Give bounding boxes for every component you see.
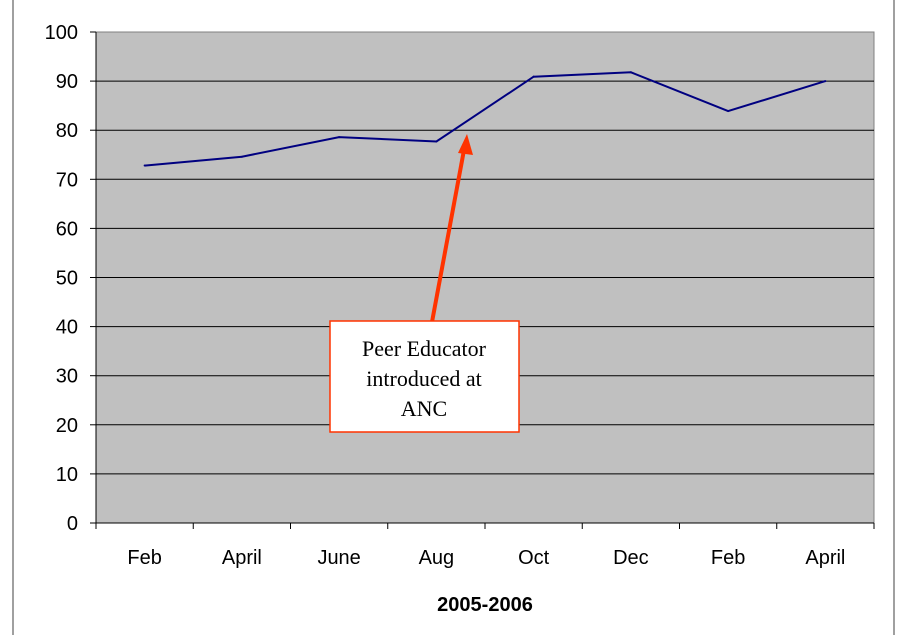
annotation-box-border bbox=[329, 320, 520, 433]
data-point bbox=[532, 75, 535, 78]
y-axis: 0 10 20 30 40 50 60 70 80 90 100 bbox=[45, 22, 97, 535]
annotation-arrow-head bbox=[458, 134, 473, 155]
y-tick-label: 80 bbox=[56, 120, 78, 142]
x-tick-label: Feb bbox=[127, 547, 161, 569]
x-tick-label: Oct bbox=[518, 547, 550, 569]
x-tick-label: Feb bbox=[711, 547, 745, 569]
y-tick-label: 10 bbox=[56, 464, 78, 486]
x-axis: Feb April June Aug Oct Dec Feb April bbox=[95, 522, 875, 569]
x-tick-label: April bbox=[805, 547, 845, 569]
data-point bbox=[824, 80, 827, 83]
y-tick-label: 60 bbox=[56, 218, 78, 240]
annotation-line-2: introduced at bbox=[366, 366, 481, 391]
annotation-line-1: Peer Educator bbox=[362, 336, 487, 361]
data-point bbox=[727, 110, 730, 113]
x-tick-label: Dec bbox=[613, 547, 649, 569]
data-point bbox=[338, 136, 341, 139]
y-tick-label: 100 bbox=[45, 22, 78, 44]
y-tick-label: 30 bbox=[56, 366, 78, 388]
data-point bbox=[629, 71, 632, 74]
x-axis-title: 2005-2006 bbox=[437, 594, 533, 616]
y-tick-label: 40 bbox=[56, 317, 78, 339]
y-tick-label: 0 bbox=[67, 513, 78, 535]
x-tick-label: April bbox=[222, 547, 262, 569]
series-line bbox=[144, 71, 826, 167]
y-tick-label: 50 bbox=[56, 268, 78, 290]
x-tick-label: Aug bbox=[419, 547, 455, 569]
x-tick-label: June bbox=[317, 547, 360, 569]
y-tick-label: 90 bbox=[56, 71, 78, 93]
annotation-box: Peer Educator introduced at ANC bbox=[329, 320, 520, 433]
y-tick-label: 20 bbox=[56, 415, 78, 437]
annotation-arrow-shaft bbox=[430, 149, 466, 323]
annotation-arrow bbox=[430, 134, 473, 323]
data-point bbox=[435, 140, 438, 143]
annotation-line-3: ANC bbox=[401, 396, 447, 421]
data-point bbox=[240, 155, 243, 158]
y-tick-label: 70 bbox=[56, 169, 78, 191]
data-point bbox=[143, 164, 146, 167]
series-line-group bbox=[143, 71, 827, 167]
